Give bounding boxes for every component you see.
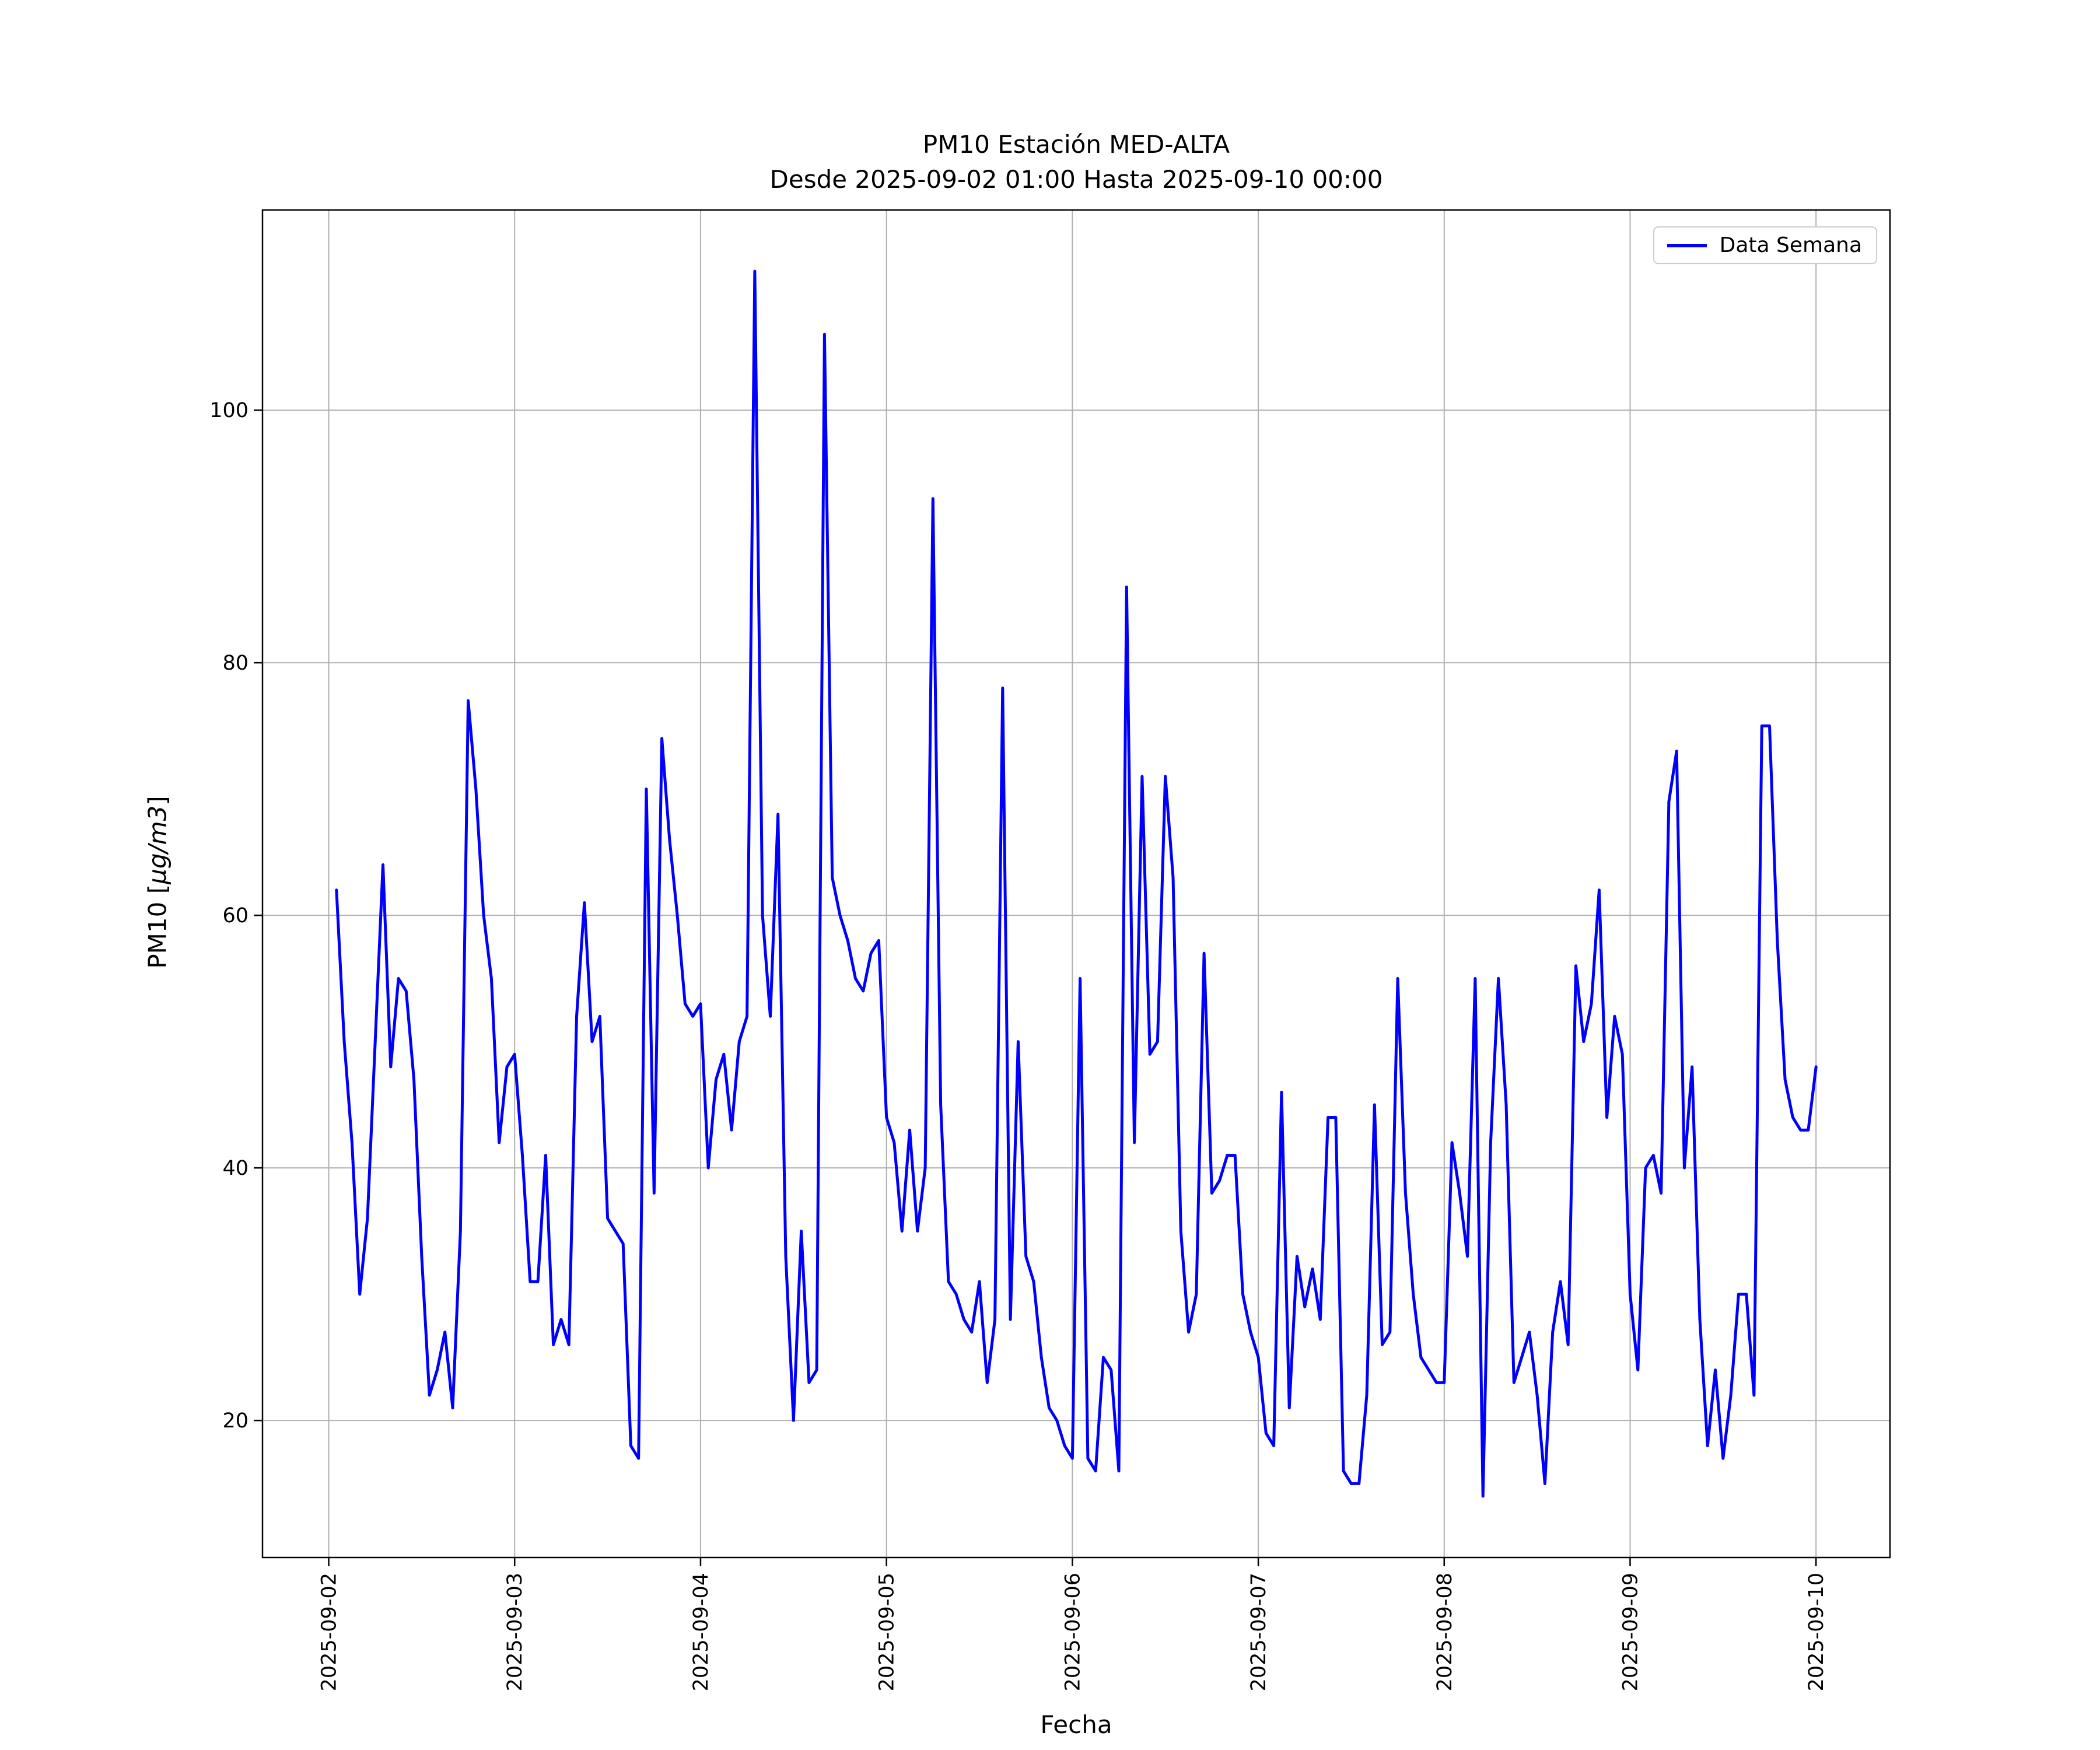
chart-subtitle: Desde 2025-09-02 01:00 Hasta 2025-09-10 … [769,165,1383,194]
legend-label: Data Semana [1719,233,1862,257]
x-tick-label: 2025-09-02 [318,1573,341,1691]
y-axis-label-units: µg/m3 [143,805,172,884]
y-tick-label: 80 [222,652,249,675]
legend-line-sample-icon [1667,243,1707,247]
chart-title: PM10 Estación MED-ALTA [922,130,1230,159]
y-axis-label-suffix: ] [143,796,172,806]
x-tick-label: 2025-09-07 [1247,1573,1270,1691]
chart-title-block: PM10 Estación MED-ALTA Desde 2025-09-02 … [262,127,1890,197]
x-tick-label: 2025-09-10 [1805,1573,1828,1691]
legend: Data Semana [1653,226,1877,264]
x-tick-label: 2025-09-06 [1061,1573,1084,1691]
x-tick-label: 2025-09-03 [503,1573,527,1691]
x-axis-label: Fecha [1040,1710,1112,1739]
x-tick-label: 2025-09-08 [1433,1573,1457,1691]
data-line-data-semana [335,270,1818,1498]
plot-background [262,210,1890,1558]
y-tick-label: 40 [222,1157,249,1180]
y-tick-label: 100 [209,399,249,422]
y-tick-label: 60 [222,904,249,928]
x-tick-label: 2025-09-05 [876,1573,899,1691]
y-axis-label-prefix: PM10 [ [143,884,172,969]
y-axis-label: PM10 [µg/m3] [144,702,172,1063]
x-tick-label: 2025-09-04 [690,1573,713,1691]
plot-border [261,209,1891,1559]
y-tick-label: 20 [222,1409,249,1433]
x-tick-label: 2025-09-09 [1619,1573,1642,1691]
